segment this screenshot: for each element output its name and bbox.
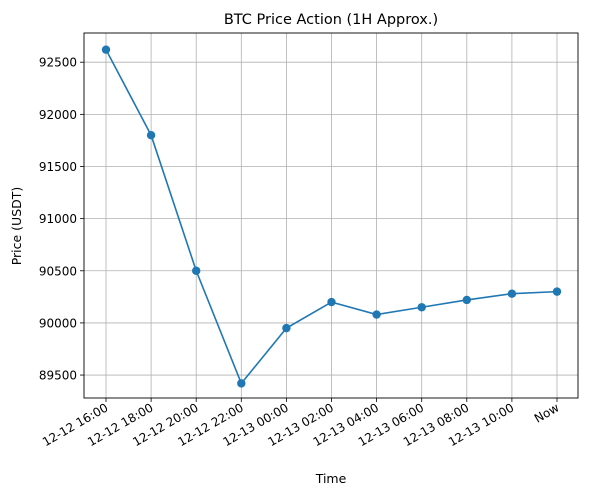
data-point (237, 379, 246, 388)
data-point (507, 289, 517, 298)
y-tick-label: 92500 (39, 56, 77, 70)
data-point (552, 287, 562, 296)
y-tick-label: 91500 (39, 160, 77, 174)
data-point (327, 297, 336, 307)
x-tick-label: Now (532, 400, 562, 425)
y-tick-label: 92000 (39, 108, 77, 122)
y-tick-label: 91000 (39, 212, 77, 226)
y-tick-label: 90500 (39, 264, 77, 278)
data-point (462, 295, 471, 305)
data-point (417, 303, 426, 312)
chart-title: BTC Price Action (1H Approx.) (224, 12, 438, 28)
data-point (282, 323, 291, 333)
grid (84, 33, 578, 398)
y-axis-label: Price (USDT) (9, 187, 24, 266)
plot-frame (83, 32, 579, 399)
x-axis-label: Time (315, 471, 347, 486)
data-point (372, 310, 381, 319)
y-tick-label: 90000 (39, 316, 77, 330)
axes (83, 32, 579, 399)
data-series (101, 45, 562, 388)
data-point (101, 45, 111, 54)
data-point (192, 266, 201, 275)
data-point (146, 131, 156, 140)
y-tick-label: 89500 (39, 369, 77, 383)
y-axis-ticks: 89500 90000 90500 91000 91500 92000 92500 (39, 56, 84, 383)
